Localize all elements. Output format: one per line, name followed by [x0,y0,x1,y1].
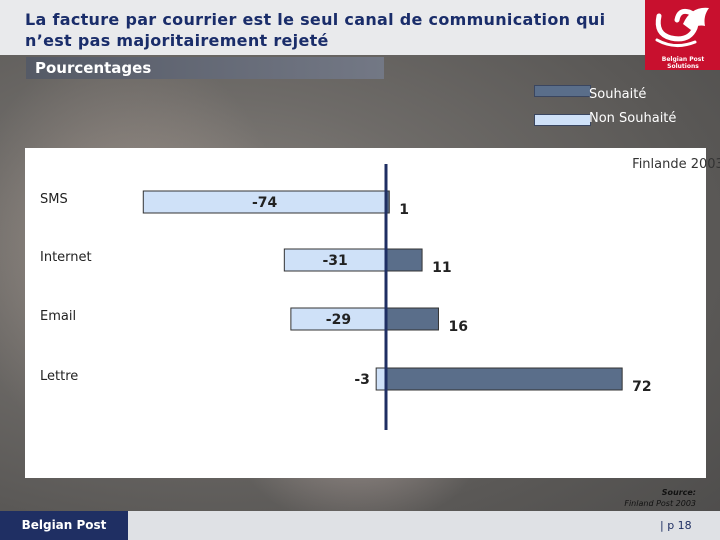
legend-label-non-souhaite: Non Souhaité [589,111,677,126]
chart-panel: Finlande 2003 SMS -74 1 Internet -31 11 Email -… [25,148,720,478]
data-label-souhaite: 1 [399,202,409,218]
country-label: Finlande 2003 [632,157,720,172]
section-label: Pourcentages [35,59,152,77]
data-label-non-souhaite: -31 [323,253,348,269]
company-logo [645,0,720,70]
title-bar: La facture par courrier est le seul cana… [0,0,645,55]
category-label: Internet [40,250,92,265]
slide-title: La facture par courrier est le seul cana… [25,10,606,50]
source-text: Finland Post 2003 [624,499,696,508]
page-number: | p 18 [660,519,692,532]
section-header: Pourcentages [26,57,384,79]
data-label-non-souhaite: -74 [252,195,278,211]
post-horn-icon [655,7,709,47]
legend-swatch-non-souhaite [534,114,591,126]
category-label: Lettre [40,369,78,384]
legend-swatch-souhaite [534,85,591,97]
legend-label-souhaite: Souhaité [589,87,647,102]
data-label-non-souhaite: -29 [326,312,351,328]
source-label: Source: [661,488,696,497]
source-note: Source: Finland Post 2003 [590,487,696,509]
footer-brand: Belgian Post Solutions [0,511,128,540]
data-label-souhaite: 16 [448,319,467,335]
data-label-souhaite: 11 [432,260,451,276]
data-label-non-souhaite: -3 [354,372,370,388]
logo-brand-text: Belgian Post Solutions [661,56,705,70]
bar-souhaite [385,307,439,331]
bar-souhaite [385,248,423,272]
bar-souhaite [385,367,623,391]
data-label-souhaite: 72 [632,379,651,395]
category-label: Email [40,309,76,324]
category-label: SMS [40,192,68,207]
diverging-bar-chart: SMS -74 1 Internet -31 11 Email -29 16 Lettre -3 72 [40,164,652,430]
